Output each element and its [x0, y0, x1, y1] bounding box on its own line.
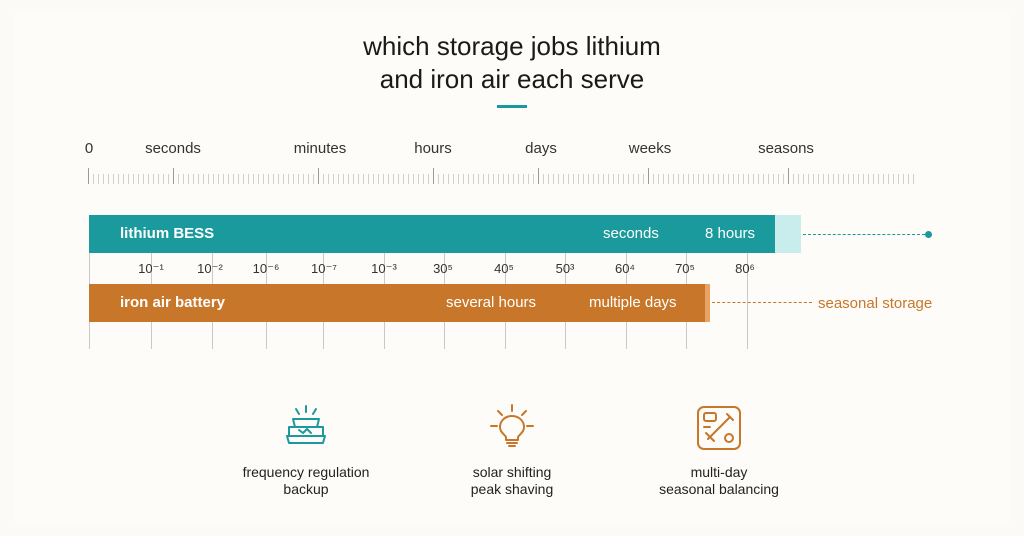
use-case-line: multi-day — [690, 464, 748, 480]
exponent-label: 10⁻¹ — [138, 261, 164, 276]
iron-air-bar-extension — [705, 284, 710, 322]
use-case-line: backup — [283, 481, 329, 497]
sun-bulb-icon — [487, 403, 537, 453]
exponent-label: 10⁻⁷ — [310, 261, 338, 276]
use-case-lithium: frequency regulation backup — [243, 464, 370, 498]
iron-dashed-line — [712, 302, 812, 303]
iron-label-hours: several hours — [446, 294, 537, 311]
exponent-label: 30⁵ — [433, 261, 453, 276]
exponent-label: 10⁻² — [197, 261, 223, 276]
diagram-card — [14, 12, 1010, 524]
use-case-shared: solar shifting peak shaving — [471, 464, 554, 498]
exponent-label: 10⁻³ — [371, 261, 397, 276]
use-case-iron-air: multi-day seasonal balancing — [659, 464, 779, 498]
frequency-icon — [281, 403, 331, 453]
exponent-label: 50³ — [555, 261, 575, 276]
use-case-line: peak shaving — [470, 481, 554, 497]
guide-line — [747, 253, 748, 349]
use-case-line: seasonal balancing — [659, 481, 779, 497]
timescale-ruler — [88, 168, 914, 184]
exponent-label: 60⁴ — [614, 261, 636, 276]
scale-label-minutes: minutes — [293, 140, 347, 157]
exponent-label: 40⁵ — [494, 261, 514, 276]
scale-label-weeks: weeks — [628, 140, 672, 157]
iron-label-days: multiple days — [589, 294, 677, 311]
lithium-label-hours: 8 hours — [705, 225, 756, 242]
exponent-label: 80⁶ — [735, 261, 755, 276]
lithium-label-seconds: seconds — [603, 225, 659, 242]
exponent-label: 70⁵ — [675, 261, 695, 276]
lithium-dashed-line — [803, 234, 925, 235]
use-case-line: frequency regulation — [242, 464, 370, 480]
exponent-label: 10⁻⁶ — [252, 261, 280, 276]
title-line-2: and iron air each serve — [379, 64, 645, 94]
title-accent-rule — [497, 105, 527, 108]
lithium-bar-name: lithium BESS — [120, 225, 215, 242]
lithium-bar-extension — [775, 215, 801, 253]
title-line-1: which storage jobs lithium — [363, 31, 661, 61]
lithium-bar — [89, 215, 775, 253]
iron-air-bar — [89, 284, 705, 322]
use-case-line: solar shifting — [472, 464, 552, 480]
scale-label-seasons: seasons — [758, 140, 814, 157]
seasonal-storage-label: seasonal storage — [818, 295, 933, 312]
scale-label-days: days — [525, 140, 557, 157]
scale-label-seconds: seconds — [145, 140, 201, 157]
scale-label-zero: 0 — [84, 140, 94, 157]
scale-label-hours: hours — [414, 140, 452, 157]
diagram-title: which storage jobs lithium and iron air … — [0, 30, 1024, 96]
lithium-end-dot — [925, 231, 932, 238]
tools-icon — [694, 403, 744, 453]
iron-air-bar-name: iron air battery — [120, 294, 226, 311]
